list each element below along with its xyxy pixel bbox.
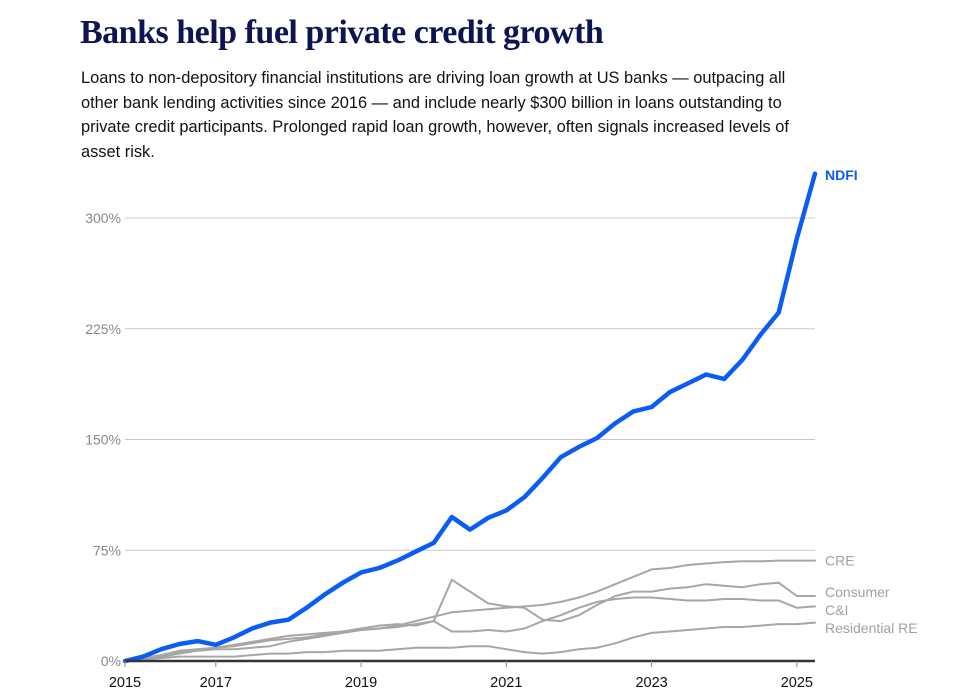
y-tick-label: 75% [93,542,121,558]
series-label: NDFI [825,167,858,183]
chart-subtitle: Loans to non-depository financial instit… [81,69,789,161]
y-tick-label: 225% [85,321,121,337]
x-tick-label: 2019 [345,675,377,691]
axes: 0% 75% 150% 225% 300% 2015 2017 2019 2021 2023 202… [85,210,815,691]
y-tick-label: 150% [85,432,121,448]
series-line-consumer [124,578,816,662]
series-line-ndfi [122,171,818,664]
x-tick-label: 2015 [109,675,141,691]
x-tick-label: 2021 [490,675,522,691]
x-tick-label: 2017 [200,675,232,691]
gridlines [125,217,815,551]
series-line-residential-re [124,621,816,662]
series-label: Consumer [825,584,890,600]
x-tick-label: 2023 [635,675,667,691]
y-tick-label: 300% [85,210,121,226]
y-tick-label: 0% [101,653,121,669]
series-line-cre [124,559,816,662]
series-label: C&I [825,602,848,618]
series-lines [122,171,818,664]
series-labels: CRE Consumer C&I Residential RE NDFI [825,167,918,636]
chart-title: Banks help fuel private credit growth [80,14,604,51]
series-line-c-i [124,596,816,662]
series-label: CRE [825,553,855,569]
x-tick-label: 2025 [781,675,813,691]
series-label: Residential RE [825,620,918,636]
